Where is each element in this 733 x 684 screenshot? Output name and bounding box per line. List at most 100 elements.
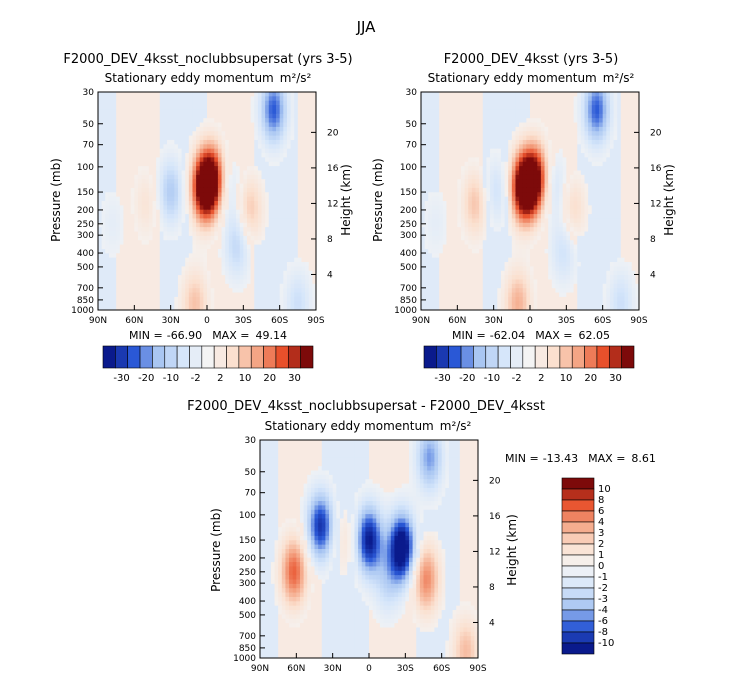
heatmap-cell: [105, 266, 109, 271]
colorbar-label: 10: [239, 373, 252, 384]
heatmap-cell: [116, 249, 120, 254]
heatmap-cell: [483, 105, 487, 110]
heatmap-cell: [443, 140, 447, 145]
heatmap-cell: [153, 301, 157, 306]
heatmap-cell: [203, 205, 207, 210]
heatmap-cell: [545, 136, 549, 141]
heatmap-cell: [192, 275, 196, 280]
heatmap-cell: [301, 214, 305, 219]
heatmap-cell: [149, 232, 153, 237]
heatmap-cell: [102, 131, 106, 136]
heatmap-cell: [632, 162, 636, 167]
heatmap-cell: [229, 96, 233, 101]
heatmap-cell: [98, 118, 102, 123]
heatmap-cell: [200, 170, 204, 175]
heatmap-cell: [178, 92, 182, 97]
heatmap-cell: [515, 218, 519, 223]
heatmap-cell: [200, 123, 204, 128]
heatmap-cell: [156, 140, 160, 145]
heatmap-cell: [606, 184, 610, 189]
heatmap-cell: [559, 175, 563, 180]
heatmap-cell: [240, 153, 244, 158]
heatmap-cell: [102, 127, 106, 132]
heatmap-cell: [476, 136, 480, 141]
heatmap-cell: [298, 210, 302, 215]
heatmap-cell: [251, 275, 255, 280]
heatmap-cell: [105, 101, 109, 106]
heatmap-cell: [534, 227, 538, 232]
heatmap-cell: [425, 157, 429, 162]
heatmap-cell: [243, 149, 247, 154]
heatmap-cell: [472, 149, 476, 154]
heatmap-cell: [574, 214, 578, 219]
heatmap-cell: [548, 157, 552, 162]
heatmap-cell: [142, 136, 146, 141]
heatmap-cell: [189, 227, 193, 232]
heatmap-cell: [120, 249, 124, 254]
heatmap-cell: [269, 275, 273, 280]
heatmap-cell: [116, 184, 120, 189]
heatmap-cell: [113, 175, 117, 180]
heatmap-cell: [222, 293, 226, 298]
heatmap-cell: [497, 123, 501, 128]
heatmap-cell: [98, 170, 102, 175]
heatmap-cell: [131, 266, 135, 271]
heatmap-cell: [149, 184, 153, 189]
heatmap-cell: [454, 92, 458, 97]
heatmap-cell: [439, 205, 443, 210]
latitude-tick-label: 0: [204, 316, 210, 326]
heatmap-cell: [505, 218, 509, 223]
heatmap-cell: [276, 201, 280, 206]
heatmap-cell: [457, 144, 461, 149]
heatmap-cell: [603, 153, 607, 158]
heatmap-cell: [153, 109, 157, 114]
heatmap-cell: [287, 266, 291, 271]
heatmap-cell: [614, 223, 618, 228]
heatmap-cell: [258, 149, 262, 154]
heatmap-cell: [211, 157, 215, 162]
heatmap-cell: [534, 96, 538, 101]
heatmap-cell: [127, 297, 131, 302]
heatmap-cell: [120, 258, 124, 263]
heatmap-cell: [621, 170, 625, 175]
heatmap-cell: [269, 258, 273, 263]
heatmap-cell: [229, 223, 233, 228]
heatmap-cell: [563, 105, 567, 110]
heatmap-cell: [468, 188, 472, 193]
heatmap-cell: [624, 188, 628, 193]
heatmap-cell: [599, 149, 603, 154]
heatmap-cell: [483, 131, 487, 136]
heatmap-cell: [131, 127, 135, 132]
heatmap-cell: [127, 149, 131, 154]
heatmap-cell: [105, 114, 109, 119]
heatmap-cell: [309, 179, 313, 184]
heatmap-cell: [189, 123, 193, 128]
heatmap-cell: [548, 175, 552, 180]
heatmap-cell: [167, 157, 171, 162]
heatmap-cell: [505, 140, 509, 145]
heatmap-cell: [214, 92, 218, 97]
heatmap-cell: [468, 96, 472, 101]
heatmap-cell: [218, 205, 222, 210]
heatmap-cell: [545, 201, 549, 206]
heatmap-cell: [203, 109, 207, 114]
heatmap-cell: [632, 175, 636, 180]
heatmap-cell: [592, 101, 596, 106]
heatmap-cell: [156, 253, 160, 258]
pressure-tick-label: 500: [77, 263, 94, 273]
heatmap-cell: [229, 249, 233, 254]
heatmap-cell: [123, 284, 127, 289]
heatmap-cell: [189, 192, 193, 197]
heatmap-cell: [207, 166, 211, 171]
heatmap-cell: [171, 258, 175, 263]
heatmap-cell: [225, 266, 229, 271]
heatmap-cell: [243, 192, 247, 197]
heatmap-cell: [211, 218, 215, 223]
heatmap-cell: [131, 232, 135, 237]
heatmap-cell: [222, 214, 226, 219]
heatmap-cell: [171, 162, 175, 167]
heatmap-cell: [610, 210, 614, 215]
heatmap-cell: [134, 96, 138, 101]
heatmap-cell: [113, 118, 117, 123]
heatmap-cell: [614, 101, 618, 106]
